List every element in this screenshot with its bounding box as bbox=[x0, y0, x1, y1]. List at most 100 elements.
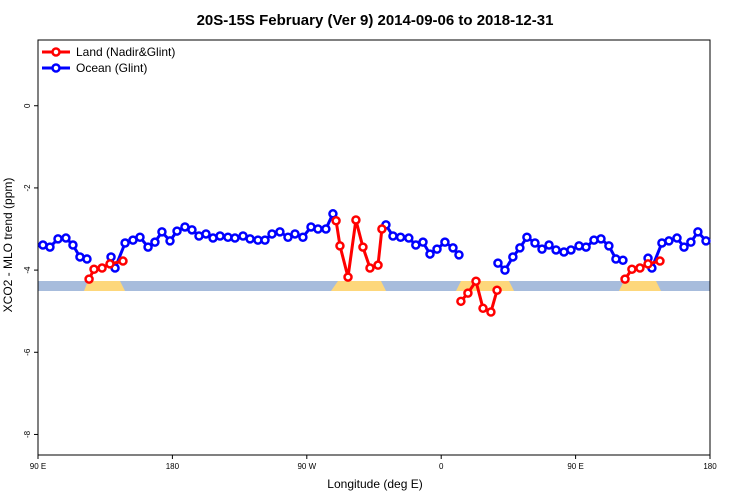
point bbox=[118, 256, 128, 266]
point bbox=[267, 229, 277, 239]
point bbox=[68, 240, 78, 250]
point bbox=[201, 229, 211, 239]
chart-title: 20S-15S February (Ver 9) 2014-09-06 to 2… bbox=[197, 12, 554, 29]
point bbox=[373, 260, 383, 270]
point bbox=[351, 215, 361, 225]
point bbox=[358, 242, 368, 252]
point bbox=[492, 285, 502, 295]
point bbox=[596, 234, 606, 244]
point bbox=[537, 244, 547, 254]
point bbox=[664, 236, 674, 246]
point bbox=[551, 245, 561, 255]
point bbox=[230, 233, 240, 243]
point bbox=[604, 241, 614, 251]
plot-frame bbox=[37, 39, 711, 456]
legend-label: Land (Nadir&Glint) bbox=[76, 45, 175, 59]
y-axis-label: XCO2 - MLO trend (ppm) bbox=[1, 178, 15, 313]
point bbox=[275, 227, 285, 237]
point bbox=[331, 216, 341, 226]
point bbox=[500, 265, 510, 275]
point bbox=[620, 274, 630, 284]
point bbox=[120, 238, 130, 248]
point bbox=[290, 229, 300, 239]
x-tick-label: 180 bbox=[166, 462, 180, 471]
point bbox=[150, 237, 160, 247]
point bbox=[313, 224, 323, 234]
point bbox=[377, 224, 387, 234]
y-tick-label: -8 bbox=[23, 430, 32, 438]
y-tick-label: -6 bbox=[23, 348, 32, 356]
point bbox=[530, 238, 540, 248]
land-band bbox=[331, 281, 386, 291]
point bbox=[82, 254, 92, 264]
point bbox=[643, 259, 653, 269]
point bbox=[84, 274, 94, 284]
point bbox=[298, 232, 308, 242]
point bbox=[655, 256, 665, 266]
point bbox=[471, 276, 481, 286]
point bbox=[45, 242, 55, 252]
point bbox=[97, 263, 107, 273]
point bbox=[679, 242, 689, 252]
point bbox=[165, 236, 175, 246]
point bbox=[425, 249, 435, 259]
point bbox=[672, 233, 682, 243]
point bbox=[395, 232, 406, 242]
x-axis-label: Longitude (deg E) bbox=[327, 477, 422, 491]
x-tick-label: 90 E bbox=[30, 462, 46, 471]
land-band bbox=[84, 281, 125, 291]
x-tick-label: 180 bbox=[703, 462, 717, 471]
y-tick-label: -2 bbox=[23, 184, 32, 192]
point bbox=[215, 231, 225, 241]
point bbox=[61, 233, 71, 243]
point bbox=[478, 303, 488, 314]
point bbox=[89, 264, 99, 275]
legend-label: Ocean (Glint) bbox=[76, 61, 147, 75]
point bbox=[157, 227, 167, 237]
point bbox=[365, 263, 375, 273]
point bbox=[508, 252, 518, 262]
point bbox=[432, 244, 442, 254]
point bbox=[581, 242, 591, 252]
point bbox=[440, 237, 450, 247]
land-band bbox=[456, 281, 514, 291]
point bbox=[618, 255, 628, 265]
surface-mask bbox=[38, 281, 710, 291]
point bbox=[463, 288, 473, 298]
x-tick-label: 90 W bbox=[297, 462, 316, 471]
point bbox=[260, 235, 270, 245]
point bbox=[335, 241, 345, 251]
point bbox=[454, 250, 464, 260]
point bbox=[105, 259, 115, 269]
legend-marker bbox=[51, 47, 61, 57]
land-band bbox=[619, 281, 661, 291]
x-tick-label: 0 bbox=[439, 462, 444, 471]
point bbox=[245, 234, 255, 244]
point bbox=[566, 245, 576, 255]
point bbox=[627, 264, 637, 275]
series bbox=[38, 209, 711, 275]
point bbox=[343, 272, 353, 282]
point bbox=[515, 243, 525, 253]
point bbox=[486, 307, 496, 317]
point bbox=[283, 232, 293, 242]
point bbox=[686, 237, 696, 247]
x-tick-label: 90 E bbox=[567, 462, 583, 471]
point bbox=[701, 236, 711, 246]
point bbox=[493, 258, 503, 268]
point bbox=[321, 224, 331, 234]
legend-marker bbox=[51, 63, 61, 73]
point bbox=[693, 227, 703, 237]
point bbox=[635, 263, 645, 273]
point bbox=[544, 240, 554, 250]
y-tick-label: 0 bbox=[23, 103, 32, 108]
point bbox=[522, 232, 532, 242]
point bbox=[143, 242, 153, 252]
point bbox=[172, 226, 182, 236]
series bbox=[84, 215, 665, 317]
point bbox=[187, 225, 197, 235]
point bbox=[135, 232, 145, 242]
point bbox=[448, 243, 458, 253]
point bbox=[404, 233, 414, 243]
